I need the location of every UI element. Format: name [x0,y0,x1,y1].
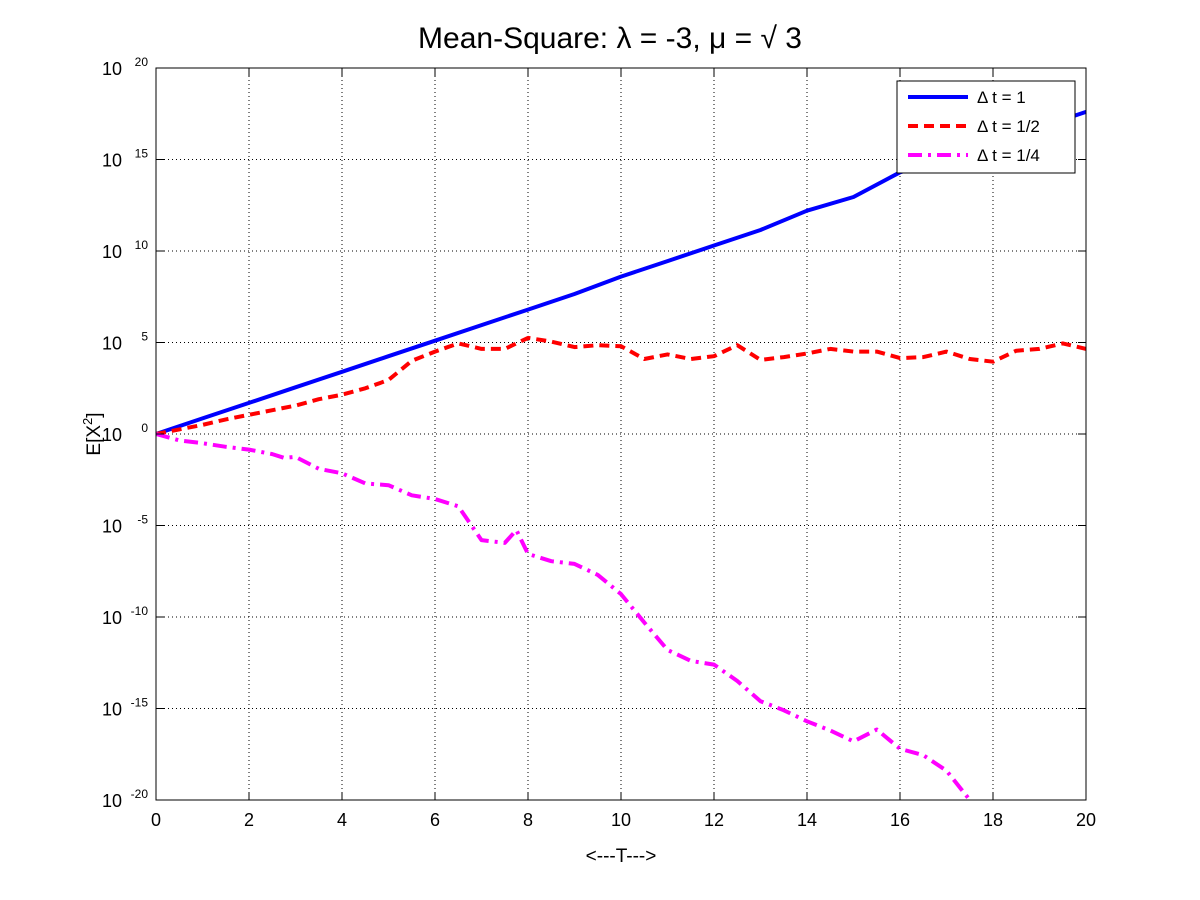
y-axis-label-base: E[X [84,425,105,456]
x-tick-label: 6 [430,810,440,830]
series-line-2 [155,335,1087,436]
y-tick-label: 10 -15 [102,696,148,720]
x-tick-label: 16 [890,810,910,830]
y-axis-label-exponent: 2 [80,418,95,425]
chart-title: Mean-Square: λ = -3, μ = √ 3 [418,22,802,55]
x-axis-label: <---T---> [586,846,657,867]
y-tick-label: 10 5 [102,330,148,354]
y-tick-label: 10 -10 [102,604,148,628]
x-tick-label: 4 [337,810,347,830]
legend-label-2: Δ t = 1/2 [977,117,1040,136]
y-tick-label: 10 -20 [102,787,148,811]
y-tick-label: 10 -5 [102,513,148,537]
legend-label-1: Δ t = 1 [977,88,1026,107]
y-axis-label: E[X2] [80,412,105,455]
legend-label-3: Δ t = 1/4 [977,146,1040,165]
legend: Δ t = 1 Δ t = 1/2 Δ t = 1/4 [896,80,1076,174]
x-tick-label: 18 [983,810,1003,830]
y-tick-label: 10 10 [102,238,148,262]
x-tick-label: 12 [704,810,724,830]
y-axis-label-close: ] [84,412,105,417]
y-tick-label: 10 15 [102,147,148,171]
y-tick-label: 10 0 [102,421,148,445]
x-tick-label: 10 [611,810,631,830]
x-tick-label: 0 [151,810,161,830]
x-tick-label: 2 [244,810,254,830]
ticks: 0 2 4 6 8 10 12 14 16 18 20 10-20 10-15 10-10 10-5 10 0 1… [102,55,1096,830]
grid [156,68,1086,800]
x-tick-label: 8 [523,810,533,830]
y-tick-label: 10 20 [102,55,148,79]
x-tick-label: 20 [1076,810,1096,830]
x-tick-label: 14 [797,810,817,830]
